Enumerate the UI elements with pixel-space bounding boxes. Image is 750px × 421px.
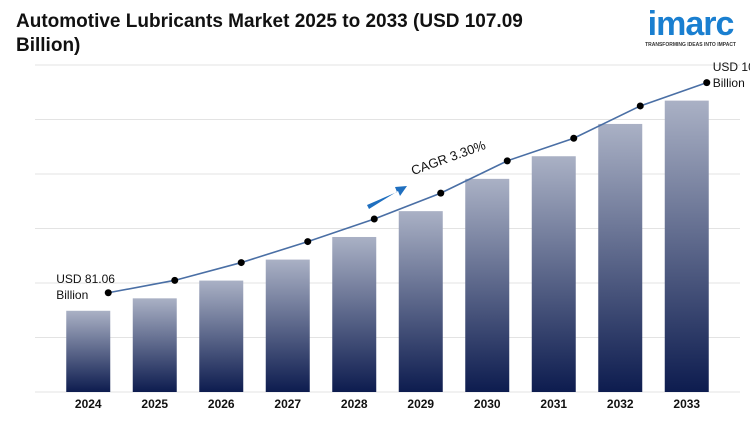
bar [465, 178, 510, 392]
bar [132, 298, 177, 392]
x-tick-label: 2026 [208, 397, 235, 411]
x-tick-label: 2030 [474, 397, 501, 411]
logo: imarc TRANSFORMING IDEAS INTO IMPACT [645, 6, 736, 48]
x-tick-label: 2025 [141, 397, 168, 411]
x-tick-label: 2029 [407, 397, 434, 411]
trend-line [108, 81, 708, 294]
bar [398, 211, 443, 392]
logo-name: imarc [647, 5, 735, 43]
trend-dot [104, 289, 112, 297]
x-tick-label: 2024 [75, 397, 102, 411]
cagr-arrow [367, 186, 407, 209]
trend-dot [570, 134, 578, 142]
trend-dot [370, 215, 378, 223]
trend-dot [703, 79, 711, 87]
bar [531, 156, 576, 392]
value-label: USD 107.09 Billion [712, 59, 750, 90]
bar [265, 259, 310, 392]
trend-dot [237, 259, 245, 267]
cagr-label: CAGR 3.30% [409, 137, 488, 178]
bar [332, 236, 377, 392]
bar [664, 100, 709, 393]
trend-dot [503, 157, 511, 165]
trend-dot [171, 276, 179, 284]
bar [598, 123, 643, 393]
logo-tagline: TRANSFORMING IDEAS INTO IMPACT [645, 42, 736, 48]
x-tick-label: 2033 [673, 397, 700, 411]
bar [66, 310, 111, 392]
x-tick-label: 2028 [341, 397, 368, 411]
value-label: USD 81.06 Billion [56, 271, 115, 302]
trend-dot [304, 238, 312, 246]
trend-dot [437, 189, 445, 197]
trend-dot [636, 102, 644, 110]
x-tick-label: 2027 [274, 397, 301, 411]
chart-title: Automotive Lubricants Market 2025 to 203… [16, 11, 523, 56]
x-tick-label: 2032 [607, 397, 634, 411]
bar [199, 280, 244, 392]
x-tick-label: 2031 [540, 397, 567, 411]
